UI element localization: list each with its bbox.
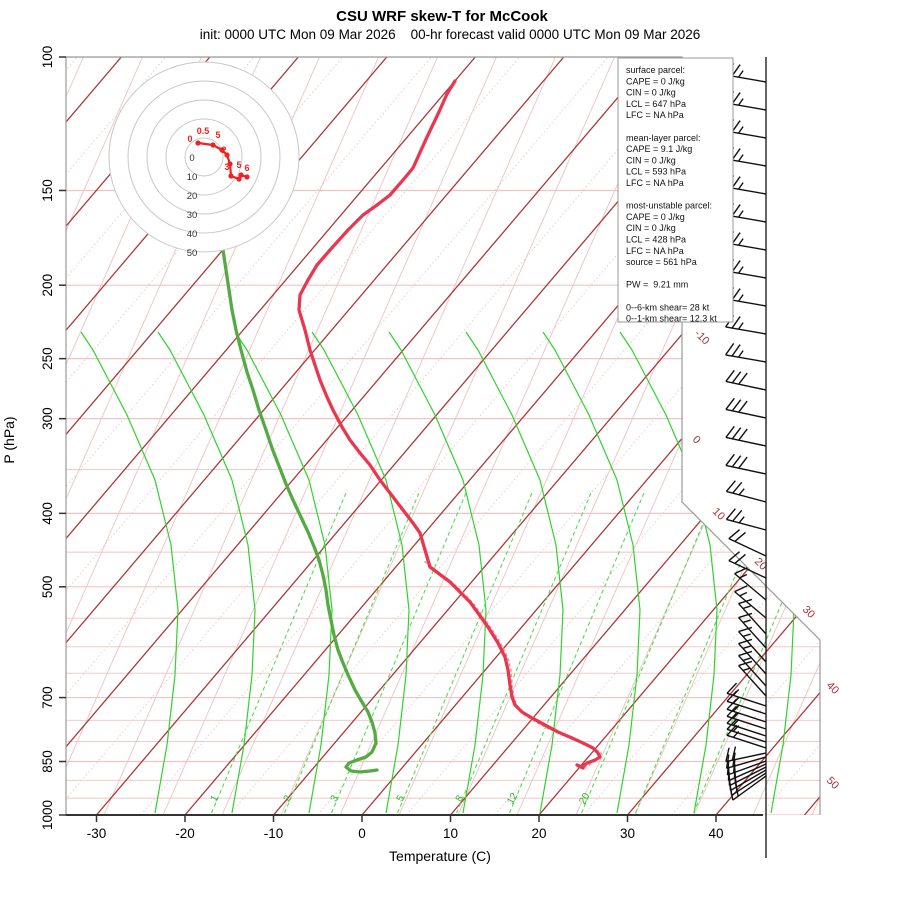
hodograph-ring-label: 20 — [187, 191, 198, 202]
info-box-line: CIN = 0 J/kg — [626, 88, 676, 98]
y-axis-label: P (hPa) — [1, 416, 17, 463]
hodograph-ring-label: 50 — [187, 248, 198, 259]
hodograph-point — [210, 142, 215, 147]
x-tick-label: -20 — [175, 826, 195, 841]
info-box-line: CIN = 0 J/kg — [626, 223, 676, 233]
hodograph-point-label: 5 — [236, 160, 241, 170]
hodograph-point-label: 2 — [221, 145, 226, 155]
hodograph-point-label: 3 — [224, 162, 229, 172]
info-box-line: most-unstable parcel: — [626, 201, 712, 211]
info-box-line: LCL = 428 hPa — [626, 235, 686, 245]
info-box-line: CAPE = 0 J/kg — [626, 212, 685, 222]
hodograph-point — [244, 174, 249, 179]
y-tick-label: 400 — [40, 502, 55, 525]
hodograph-ring-label: 0 — [189, 153, 194, 164]
info-box-line: LCL = 593 hPa — [626, 167, 686, 177]
y-tick-label: 700 — [40, 686, 55, 709]
x-tick-label: -10 — [264, 826, 284, 841]
page-subtitle: init: 0000 UTC Mon 09 Mar 2026 00-hr for… — [200, 27, 701, 42]
hodograph-point-label: 6 — [244, 163, 249, 173]
hodograph-point-label: 5 — [215, 130, 220, 140]
hodograph-point-label: 0 — [187, 134, 192, 144]
info-box-line: 0--6-km shear= 28 kt — [626, 302, 710, 312]
info-box-line: CAPE = 9.1 J/kg — [626, 144, 692, 154]
hodograph-ring-label: 10 — [187, 172, 198, 183]
y-tick-label: 250 — [40, 347, 55, 370]
info-box-line: source = 561 hPa — [626, 257, 697, 267]
y-tick-label: 100 — [40, 46, 55, 69]
y-tick-label: 850 — [40, 750, 55, 773]
y-tick-label: 500 — [40, 576, 55, 599]
page-title: CSU WRF skew-T for McCook — [336, 8, 548, 25]
info-box-line: LFC = NA hPa — [626, 178, 684, 188]
info-box-line: LCL = 647 hPa — [626, 99, 686, 109]
info-box-line: CAPE = 0 J/kg — [626, 76, 685, 86]
info-box-line: LFC = NA hPa — [626, 110, 684, 120]
hodograph-ring-label: 40 — [187, 229, 198, 240]
info-box-line: PW = 9.21 mm — [626, 280, 688, 290]
info-box-line: LFC = NA hPa — [626, 246, 684, 256]
x-axis-label: Temperature (C) — [389, 848, 491, 864]
x-tick-label: 20 — [531, 826, 546, 841]
info-box-line: CIN = 0 J/kg — [626, 155, 676, 165]
y-tick-label: 1000 — [40, 800, 55, 830]
x-tick-label: 10 — [443, 826, 458, 841]
x-tick-label: 0 — [358, 826, 366, 841]
hodograph-point — [228, 173, 233, 178]
hodograph-ring-label: 30 — [187, 210, 198, 221]
y-tick-label: 300 — [40, 407, 55, 430]
y-tick-label: 200 — [40, 274, 55, 297]
info-box-line: 0--1-km shear= 12.3 kt — [626, 314, 717, 324]
y-tick-label: 150 — [40, 179, 55, 202]
x-tick-label: 40 — [708, 826, 723, 841]
hodograph-point — [195, 140, 200, 145]
hodograph-point — [238, 172, 243, 177]
info-box-line: mean-layer parcel: — [626, 133, 701, 143]
x-tick-label: -30 — [87, 826, 107, 841]
info-box-line: surface parcel: — [626, 65, 685, 75]
hodograph-point-label: 0.5 — [197, 126, 210, 136]
x-tick-label: 30 — [620, 826, 635, 841]
